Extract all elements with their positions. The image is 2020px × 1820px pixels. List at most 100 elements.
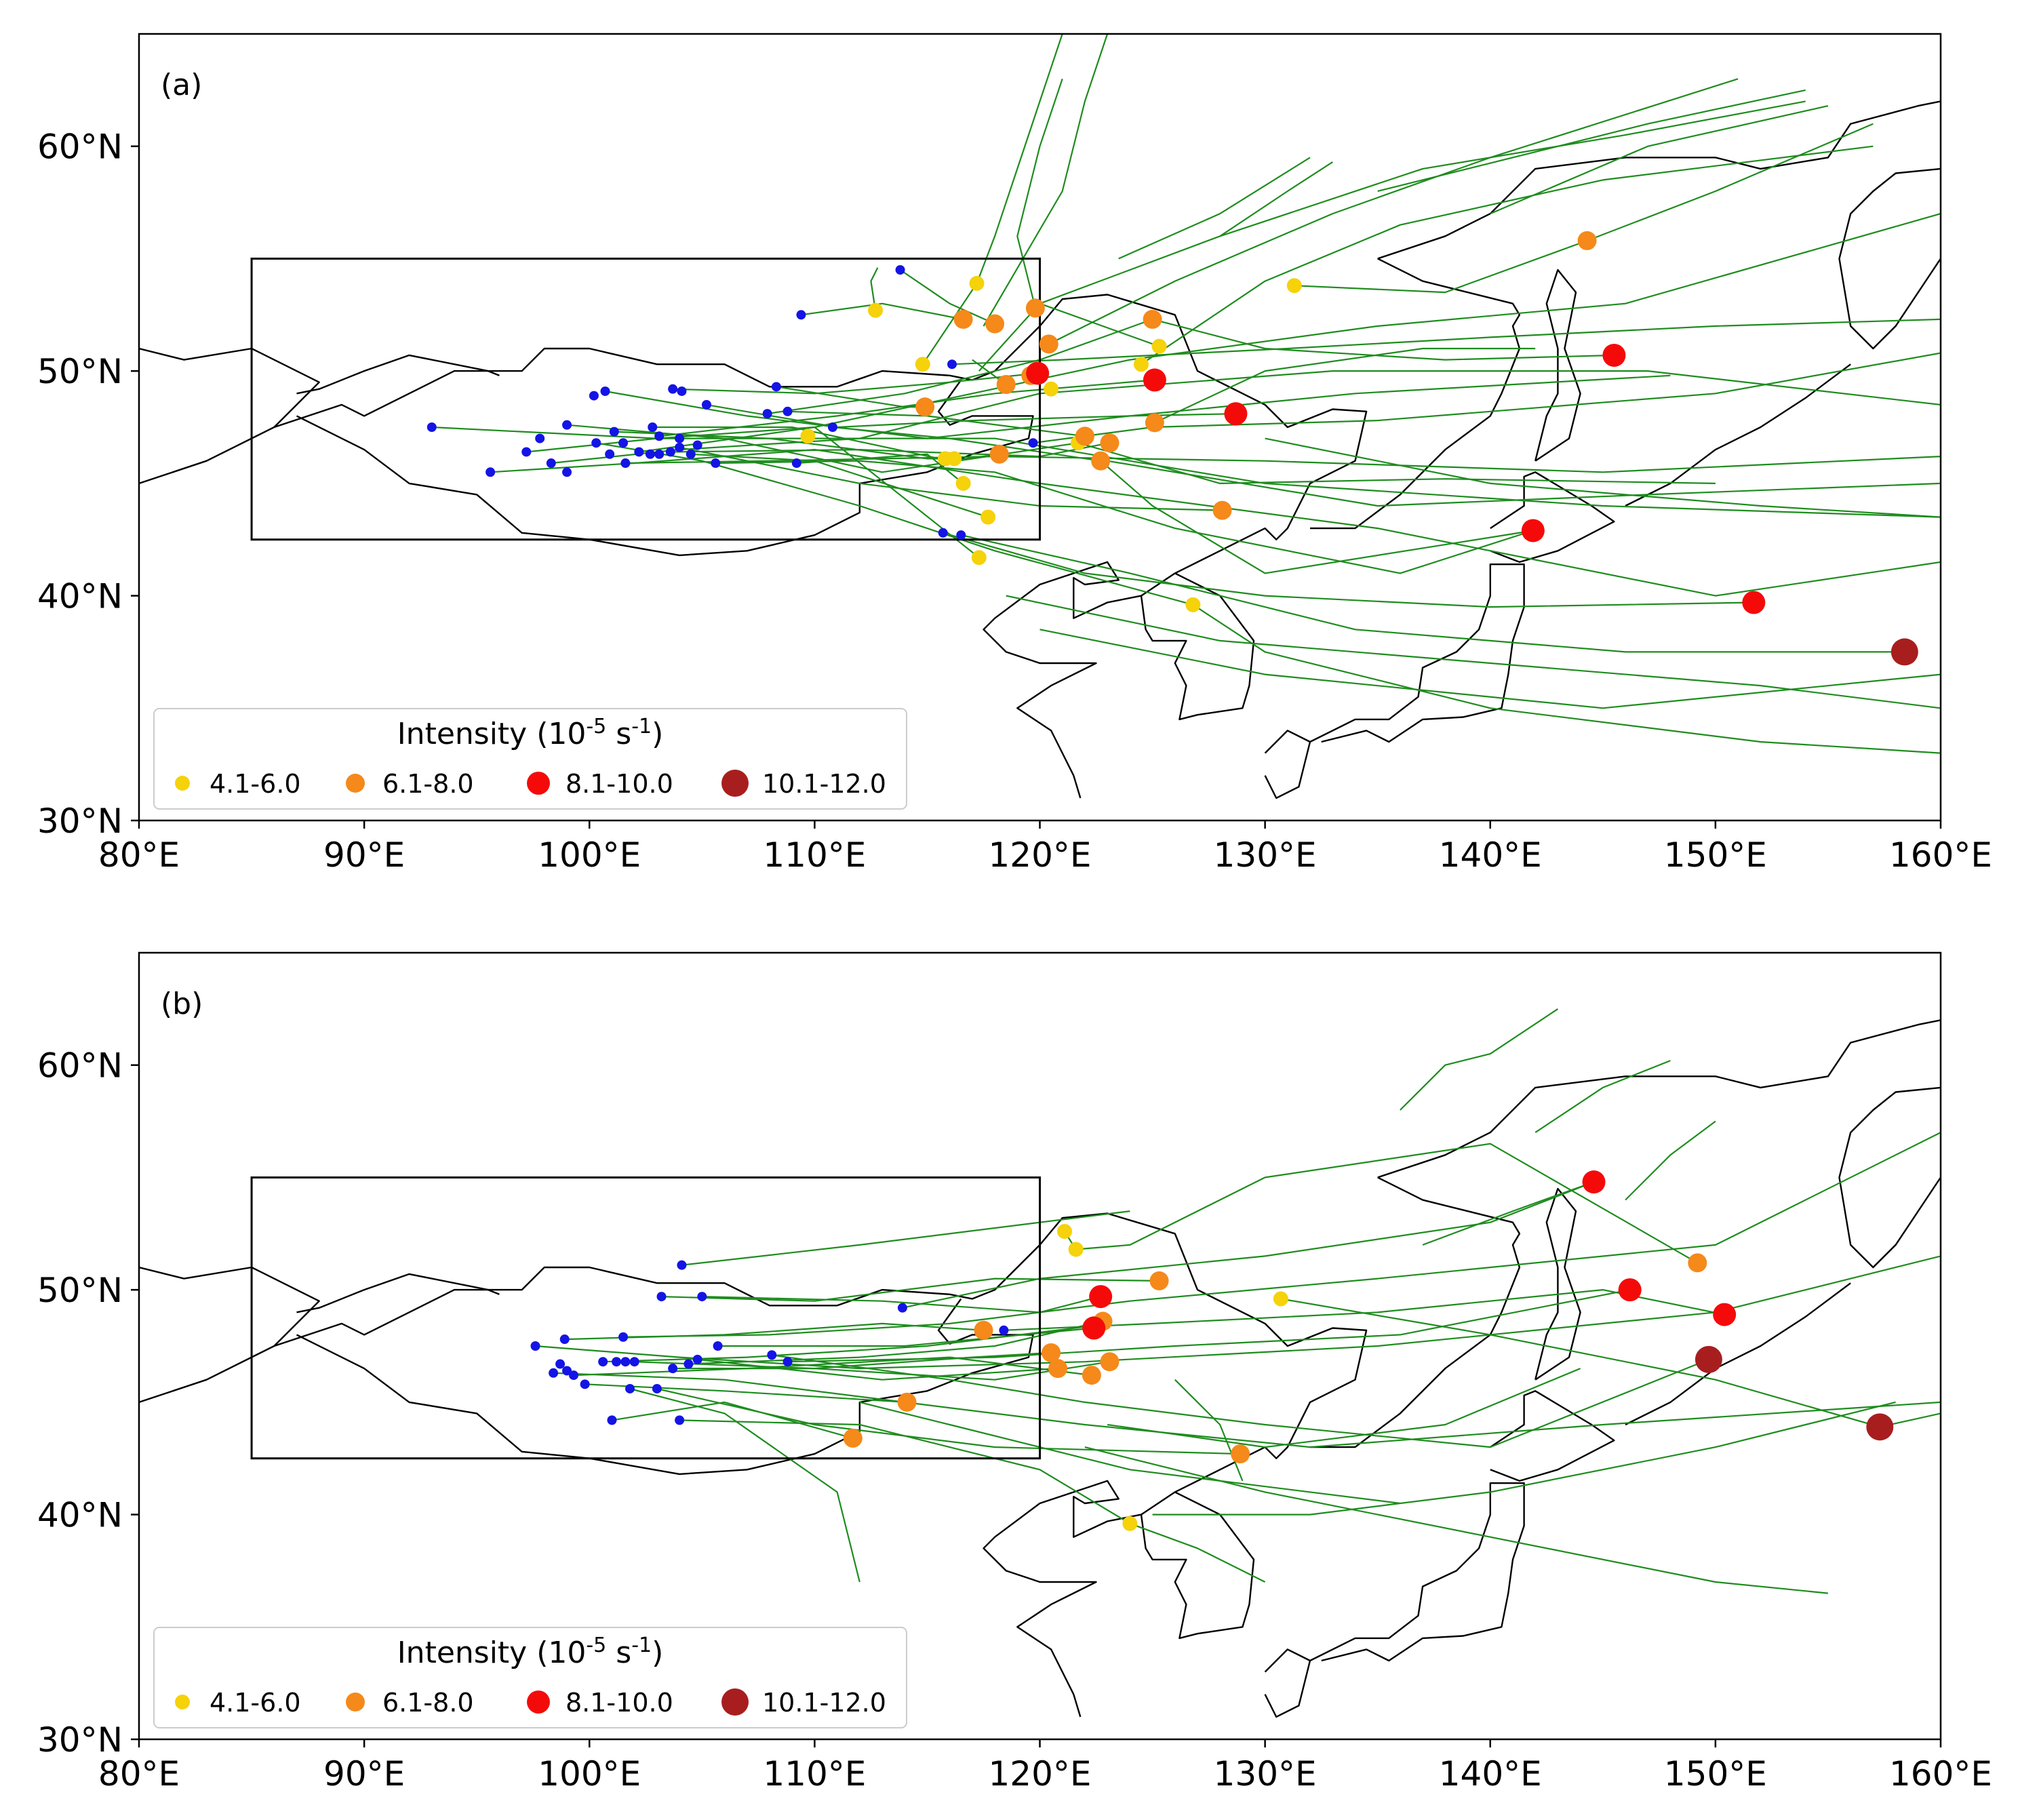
lysis-point (1048, 1359, 1068, 1379)
legend-label: 8.1-10.0 (566, 1688, 673, 1718)
lysis-point (868, 302, 884, 318)
cyclone-track (899, 269, 995, 325)
legend-label: 10.1-12.0 (762, 769, 886, 799)
legend-marker (527, 772, 550, 795)
legend-label: 4.1-6.0 (210, 1688, 301, 1718)
coastline (1140, 1491, 1255, 1640)
lysis-point (1212, 500, 1232, 520)
cyclone-track (1192, 604, 1941, 754)
genesis-point (675, 442, 685, 452)
genesis-point (762, 409, 772, 419)
cyclone-track (1400, 1008, 1559, 1111)
cyclone-track (702, 1296, 1101, 1313)
lysis-point (1122, 1516, 1138, 1531)
panel-label: (b) (161, 987, 203, 1021)
cyclone-track (715, 460, 1534, 574)
genesis-point (701, 399, 711, 410)
cyclone-track (673, 1351, 1052, 1370)
genesis-point (645, 449, 655, 459)
genesis-point (648, 422, 658, 432)
legend-title: Intensity (10-5 s-1) (397, 1634, 664, 1670)
genesis-point (654, 431, 665, 441)
lysis-point (985, 314, 1005, 334)
genesis-point (625, 1383, 635, 1393)
cyclone-track (596, 442, 1193, 606)
source-region-box (250, 1176, 1041, 1460)
lysis-point (1026, 361, 1050, 385)
lysis-point (1582, 1170, 1606, 1194)
map-area (139, 1008, 1941, 1718)
genesis-point (999, 1325, 1009, 1335)
lysis-point (1100, 433, 1120, 453)
panel-label: (a) (161, 68, 202, 102)
cyclone-track (922, 34, 1063, 365)
lysis-point (1890, 638, 1918, 666)
cyclone-track (1152, 1401, 1896, 1516)
lysis-point (1133, 357, 1149, 372)
coastline (1309, 1482, 1525, 1662)
genesis-point (711, 458, 721, 469)
cyclone-track (639, 213, 1941, 453)
cyclone-track (1107, 460, 1941, 507)
genesis-point (580, 1379, 590, 1389)
coastline (273, 294, 1368, 799)
genesis-point (618, 438, 629, 448)
lysis-point (1145, 413, 1164, 433)
cyclone-track (566, 424, 1079, 473)
genesis-point (620, 458, 631, 469)
cyclone-track (629, 1387, 860, 1583)
cyclone-track (652, 426, 999, 462)
lysis-point (1688, 1253, 1707, 1273)
genesis-point (1028, 438, 1038, 448)
cyclone-track (1280, 1298, 1941, 1428)
legend-box (153, 708, 907, 810)
genesis-point (609, 427, 619, 437)
cyclone-track (706, 403, 1236, 429)
lysis-point (1044, 381, 1059, 397)
legend-marker (175, 776, 190, 791)
coastline (1490, 471, 1615, 563)
coastline (1264, 730, 1311, 799)
lysis-point (1151, 338, 1167, 354)
coastline (1534, 269, 1581, 462)
genesis-point (591, 438, 601, 448)
lysis-point (1089, 1285, 1113, 1309)
lysis-point (971, 550, 987, 566)
cyclone-track (573, 1356, 1092, 1377)
legend-label: 4.1-6.0 (210, 769, 301, 799)
coastline (1625, 363, 1851, 507)
cyclone-track (951, 318, 1941, 365)
lysis-point (1068, 1242, 1084, 1257)
coastline (1264, 1648, 1311, 1718)
cyclone-track (801, 302, 964, 320)
genesis-point (771, 382, 781, 392)
genesis-point (486, 467, 496, 477)
legend: Intensity (10-5 s-1) 4.1-6.0 6.1-8.0 8.1-10… (153, 708, 907, 810)
genesis-point (713, 1341, 723, 1351)
genesis-point (684, 1359, 694, 1369)
lysis-point (981, 509, 996, 525)
genesis-point (607, 1415, 617, 1425)
genesis-point (549, 1368, 559, 1378)
lysis-point (974, 1320, 993, 1340)
cyclone-track (772, 1354, 1709, 1448)
cyclone-track (902, 1181, 1594, 1309)
genesis-point (656, 1292, 667, 1302)
lysis-point (1143, 368, 1166, 392)
cyclone-track (605, 374, 1671, 439)
genesis-point (562, 467, 572, 477)
lysis-point (1521, 519, 1545, 542)
genesis-point (697, 1292, 707, 1302)
cyclone-track (1130, 1522, 1266, 1583)
lysis-point (1618, 1278, 1642, 1302)
cyclone-track (1534, 1060, 1671, 1134)
genesis-point (605, 449, 615, 459)
lysis-point (1577, 231, 1597, 250)
lysis-point (1075, 427, 1094, 446)
cyclone-track (1154, 347, 1536, 424)
lon-tick-label: 150°E (1664, 1754, 1767, 1794)
lat-tick-label: 60°N (37, 127, 123, 167)
lat-tick-label: 40°N (37, 1496, 123, 1535)
genesis-point (895, 265, 905, 275)
cyclone-track (870, 267, 879, 311)
